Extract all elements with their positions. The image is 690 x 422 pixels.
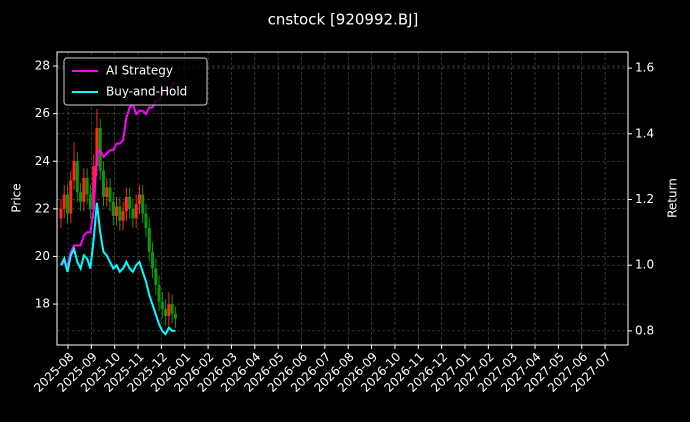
chart-title: cnstock [920992.BJ] (268, 11, 419, 29)
candle-body (124, 196, 128, 212)
candle-body (115, 206, 119, 216)
y-axis-label: Price (10, 183, 24, 212)
candle-body (131, 208, 135, 219)
candle-body (108, 187, 112, 202)
candle-body (160, 301, 164, 309)
y-tick-label: 18 (35, 297, 50, 311)
y2-tick-label: 1.0 (635, 258, 654, 272)
candle-body (154, 268, 158, 286)
candle-body (79, 192, 83, 202)
candle-body (92, 166, 96, 209)
candle-body (85, 177, 89, 195)
candle-body (157, 285, 161, 302)
candle-body (88, 194, 92, 209)
legend-label: Buy-and-Hold (106, 85, 187, 99)
candle-body (69, 180, 73, 214)
candle-body (134, 204, 138, 219)
candle-body (170, 304, 174, 314)
y-tick-label: 22 (35, 201, 50, 215)
candle-body (82, 177, 86, 202)
y-tick-label: 24 (35, 154, 50, 168)
candle-body (147, 227, 151, 252)
candle-body (137, 194, 141, 205)
legend: AI Strategy Buy-and-Hold (63, 57, 208, 106)
candle-body (75, 161, 79, 193)
candle-body (59, 208, 63, 219)
y-tick-label: 20 (35, 249, 50, 263)
y-tick-label: 26 (35, 106, 50, 120)
candle-body (111, 201, 115, 216)
candle-body (121, 211, 125, 221)
candle-body (101, 170, 105, 197)
plot-frame (56, 51, 629, 346)
candle-body (164, 308, 168, 316)
y2-tick-label: 1.2 (635, 192, 654, 206)
y2-tick-label: 0.8 (635, 323, 654, 337)
candle-body (118, 206, 122, 221)
y2-tick-label: 1.4 (635, 126, 654, 140)
y2-tick-label: 1.6 (635, 61, 654, 75)
candle-body (66, 194, 70, 214)
candle-body (151, 251, 155, 269)
y2-axis-label: Return (666, 178, 680, 218)
candle-body (105, 187, 109, 197)
candle-body (72, 161, 76, 181)
candle-body (144, 213, 148, 228)
candle-body (173, 313, 177, 319)
candle-body (167, 304, 171, 316)
y-tick-label: 28 (35, 59, 50, 73)
line-series (60, 202, 176, 336)
candle-body (128, 196, 132, 209)
candle-body (141, 194, 145, 214)
candle-body (95, 127, 99, 167)
legend-box (63, 57, 208, 106)
legend-label: AI Strategy (106, 64, 173, 78)
candle-body (62, 194, 66, 209)
